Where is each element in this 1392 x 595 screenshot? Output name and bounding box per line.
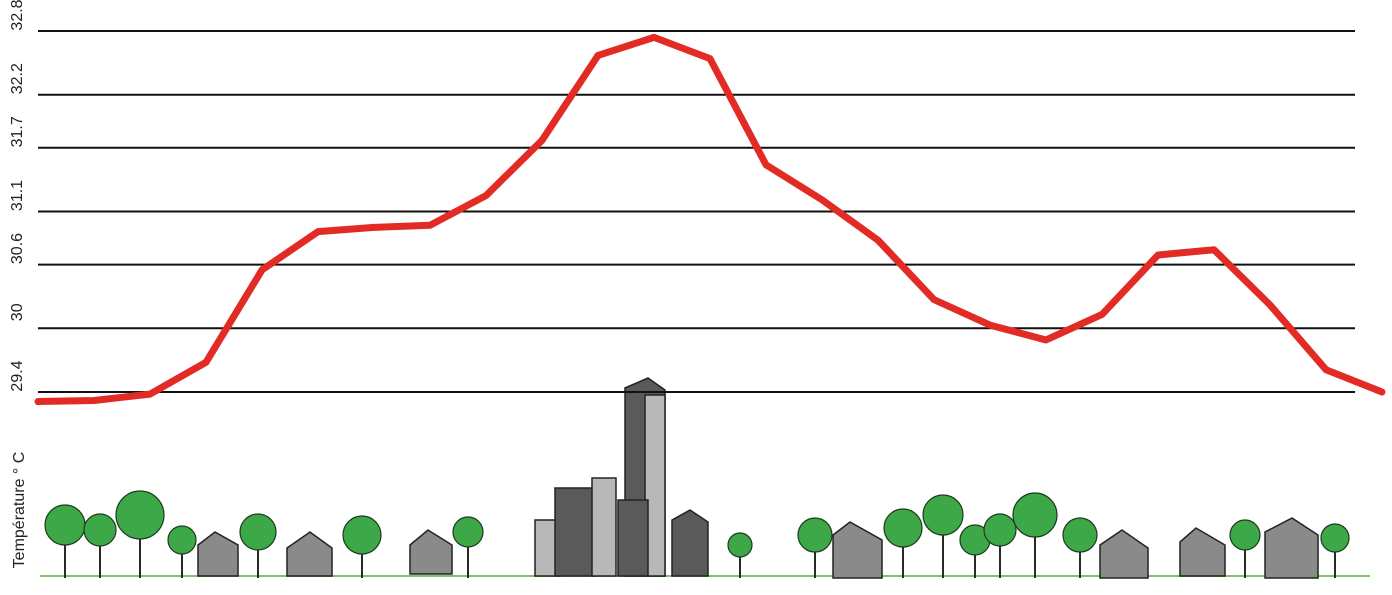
y-tick-label: 31.7 bbox=[9, 116, 26, 147]
house bbox=[1264, 517, 1319, 579]
y-axis-title: Température ° C bbox=[11, 452, 28, 569]
y-tick-label: 31.1 bbox=[9, 180, 26, 211]
building bbox=[591, 477, 617, 577]
trees bbox=[44, 490, 1350, 578]
y-tick-label: 30.6 bbox=[9, 233, 26, 264]
house bbox=[1099, 529, 1149, 579]
house bbox=[1179, 527, 1226, 577]
y-tick-label: 29.4 bbox=[9, 360, 26, 391]
house bbox=[832, 521, 883, 579]
building bbox=[644, 394, 666, 577]
house bbox=[197, 531, 239, 577]
temperature-line bbox=[34, 33, 1386, 406]
building bbox=[617, 499, 649, 577]
house bbox=[286, 531, 333, 577]
y-tick-label: 30 bbox=[9, 303, 26, 321]
building bbox=[671, 509, 709, 577]
y-tick-label: 32.2 bbox=[9, 63, 26, 94]
city-illustration bbox=[40, 377, 1370, 579]
building bbox=[554, 487, 596, 577]
y-tick-label: 32.8 bbox=[9, 0, 26, 31]
house bbox=[409, 529, 453, 575]
